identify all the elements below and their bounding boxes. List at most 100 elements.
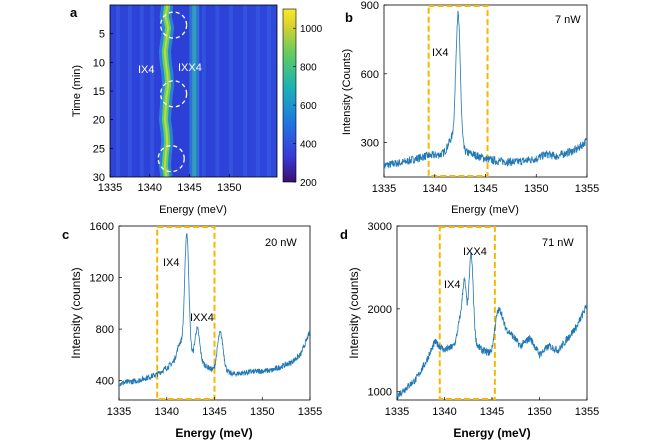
- y-tick-label: 25: [93, 143, 105, 155]
- x-axis-ticks: 1335 1340 1345 1350 1355: [107, 397, 322, 418]
- panel-c: c 1335 1340 1345 1350 1355 1600 1200 800 400 20…: [62, 221, 322, 440]
- y-axis-ticks: 5 10 15 20 25 30: [93, 29, 113, 184]
- ixx4-label: IXX4: [178, 62, 202, 74]
- y-tick-label: 20: [93, 115, 105, 127]
- ixx4-band-core: [192, 5, 197, 177]
- x-axis-label: Energy (meV): [451, 204, 519, 216]
- heatmap-streak: [267, 5, 272, 177]
- x-tick-label: 1355: [575, 183, 599, 195]
- x-tick-label: 1355: [575, 406, 599, 418]
- ix4-label: IX4: [444, 279, 461, 291]
- highlight-box-rect: [438, 226, 496, 400]
- heatmap-streak: [215, 5, 220, 177]
- colorbar: [282, 8, 297, 183]
- heatmap-marks: [115, 5, 272, 177]
- ix4-ridge-core: [163, 5, 170, 177]
- ix4-label: IX4: [432, 47, 449, 59]
- colorbar-tick-label: 600: [300, 101, 317, 112]
- y-axis-label: Time (min): [71, 65, 83, 117]
- x-tick-label: 1350: [250, 406, 274, 418]
- x-tick-label: 1350: [524, 183, 548, 195]
- heatmap-streak: [243, 5, 248, 177]
- y-axis-label: Intensity (counts): [69, 267, 83, 358]
- x-tick-label: 1340: [432, 406, 456, 418]
- ix4-label: IX4: [163, 257, 180, 269]
- panel-a: a IX4 IXX4 1335 1340 1345 1350 51015202530 …: [70, 4, 323, 216]
- x-axis-ticks: 1335 1340 1345 1350 1355: [372, 174, 599, 195]
- highlight-box: [438, 226, 496, 400]
- panel-d-letter: d: [340, 227, 348, 242]
- dashed-circle: [157, 145, 185, 173]
- colorbar-tick-label: 800: [300, 63, 317, 74]
- x-axis-label: Energy (meV): [159, 204, 227, 216]
- y-axis-ticks: 1600 1200 800 400: [90, 221, 122, 388]
- x-tick-label: 1335: [372, 183, 396, 195]
- y-tick-label: 3000: [368, 221, 392, 233]
- panel-b: b 1335 1340 1345 1350 1355 900 600 300 7 nW IX…: [341, 0, 599, 216]
- colorbar-tick-label: 400: [300, 140, 317, 151]
- plot-frame: [396, 225, 588, 401]
- y-tick-label: 600: [361, 69, 379, 81]
- x-axis-label: Energy (meV): [453, 426, 530, 440]
- spectrum-line: [119, 232, 310, 387]
- y-tick-label: 1200: [90, 273, 114, 285]
- highlight-box-rect: [156, 226, 216, 400]
- x-tick-label: 1350: [217, 182, 241, 194]
- colorbar-ticks: 1000 800 600 400 200: [293, 24, 323, 189]
- power-label: 71 nW: [542, 237, 574, 249]
- y-tick-label: 10: [93, 57, 105, 69]
- x-axis-ticks: 1335 1340 1345 1350: [98, 174, 242, 194]
- highlight-box: [156, 226, 216, 400]
- spectrum-line: [397, 252, 587, 400]
- heatmap-streak: [115, 5, 120, 177]
- panel-c-letter: c: [62, 227, 69, 242]
- x-tick-label: 1345: [473, 183, 497, 195]
- heatmap-streak: [255, 5, 260, 177]
- y-tick-label: 1000: [368, 387, 392, 399]
- x-axis-ticks: 1335 1340 1345 1350 1355: [385, 397, 599, 418]
- x-axis-label: Energy (meV): [175, 426, 252, 440]
- colorbar-tick-label: 200: [300, 178, 317, 189]
- y-tick-label: 5: [99, 29, 105, 41]
- panel-b-letter: b: [345, 10, 353, 25]
- dashed-circle: [159, 11, 188, 39]
- y-tick-label: 2000: [368, 304, 392, 316]
- panel-a-letter: a: [70, 5, 78, 20]
- y-tick-label: 15: [93, 86, 105, 98]
- power-label: 20 nW: [265, 237, 297, 249]
- y-tick-label: 300: [361, 138, 379, 150]
- heatmap-streak: [201, 5, 206, 177]
- x-tick-label: 1345: [177, 182, 201, 194]
- ixx4-label: IXX4: [463, 246, 487, 258]
- y-axis-label: Intensity (Counts): [341, 49, 353, 135]
- highlight-box-rect: [427, 5, 489, 177]
- y-tick-label: 900: [361, 0, 379, 12]
- y-axis-ticks: 900 600 300: [361, 0, 387, 150]
- y-axis-label: Intensity (counts): [347, 267, 361, 358]
- highlight-box: [427, 5, 489, 177]
- dashed-circle: [159, 80, 188, 108]
- heatmap-streak: [127, 5, 132, 177]
- y-tick-label: 30: [93, 172, 105, 184]
- plot-frame: [383, 4, 588, 178]
- spectrum-line: [384, 10, 587, 170]
- x-tick-label: 1335: [385, 406, 409, 418]
- x-tick-label: 1345: [480, 406, 504, 418]
- x-tick-label: 1355: [298, 406, 322, 418]
- x-tick-label: 1345: [202, 406, 226, 418]
- panel-d: d 1335 1340 1345 1350 1355 3000 2000 1000 71 n…: [340, 221, 599, 440]
- heatmap-streak: [150, 5, 155, 177]
- y-tick-label: 400: [96, 376, 114, 388]
- y-tick-label: 1600: [90, 221, 114, 233]
- x-tick-label: 1335: [107, 406, 131, 418]
- ix4-label: IX4: [138, 64, 155, 76]
- y-tick-label: 800: [96, 324, 114, 336]
- x-tick-label: 1350: [527, 406, 551, 418]
- heatmap-streak: [228, 5, 233, 177]
- x-tick-label: 1340: [423, 183, 447, 195]
- x-tick-label: 1335: [98, 182, 122, 194]
- colorbar-tick-label: 1000: [300, 24, 323, 35]
- ixx4-label: IXX4: [190, 312, 214, 324]
- x-tick-label: 1340: [138, 182, 162, 194]
